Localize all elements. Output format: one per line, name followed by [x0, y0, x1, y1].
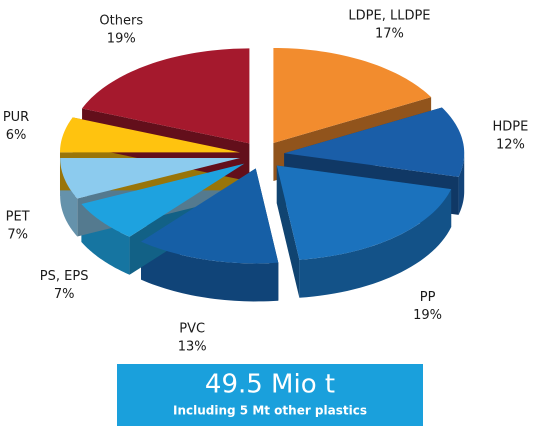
value-label: 13%	[178, 340, 207, 355]
value-label: 7%	[54, 287, 75, 302]
total-box	[117, 364, 423, 426]
slice	[141, 168, 279, 264]
value-label: 19%	[107, 32, 136, 47]
slice	[59, 117, 240, 153]
value-label: 6%	[6, 128, 27, 143]
value-label: 19%	[413, 308, 442, 323]
slice-label: PET	[6, 209, 30, 224]
slice-rim	[141, 241, 279, 302]
value-label: 17%	[375, 27, 404, 42]
slice-rim	[458, 153, 465, 215]
slice-label: Others	[99, 14, 143, 29]
slice-label: PVC	[179, 322, 205, 337]
slice	[284, 107, 465, 177]
slice	[60, 158, 241, 199]
slice	[82, 48, 250, 144]
slice-wall	[276, 165, 300, 298]
slice	[273, 47, 432, 143]
slice-rim	[60, 158, 78, 237]
slice-label: PUR	[3, 110, 29, 125]
value-label: 7%	[7, 227, 28, 242]
total-label: 49.5 Mio t	[205, 370, 335, 400]
slice-tops	[59, 47, 465, 264]
slice-label: LDPE, LLDPE	[348, 9, 430, 24]
slice	[276, 165, 452, 260]
slice	[81, 163, 245, 237]
labels: LDPE, LLDPE 17% HDPE 12% PP 19% PVC 13% PS, EPS 7…	[3, 9, 529, 355]
slice-rim	[299, 189, 452, 298]
note: Including 5 Mt other plastics	[173, 404, 367, 418]
slice-label: PP	[420, 290, 436, 305]
value-label: 12%	[496, 138, 525, 153]
slice-label: PS, EPS	[40, 269, 89, 284]
slice-label: HDPE	[493, 120, 529, 135]
